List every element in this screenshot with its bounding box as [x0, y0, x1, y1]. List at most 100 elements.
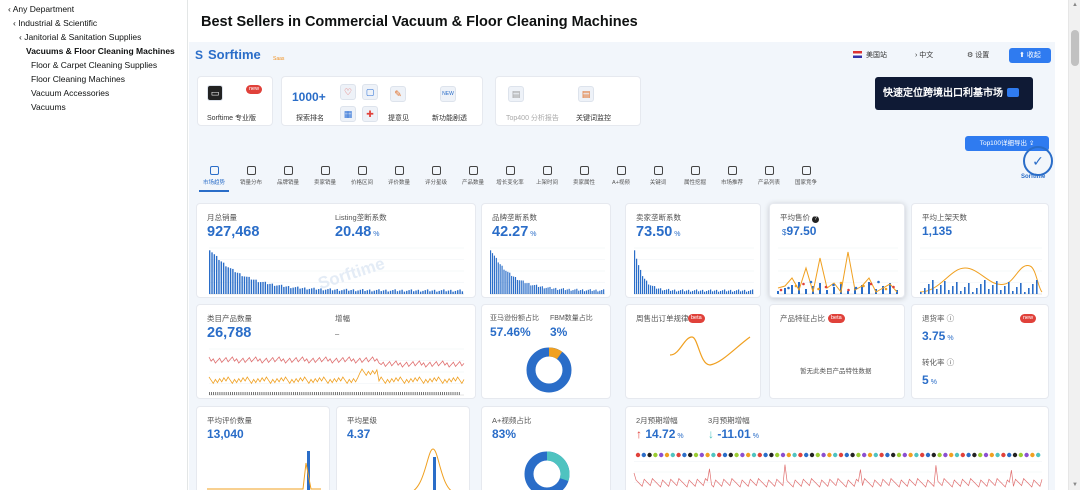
report-icon: ▤ — [508, 86, 524, 102]
bar — [429, 291, 431, 294]
mar-growth-value: ↓ -11.01% — [708, 427, 759, 441]
nav-vacuum-accessories[interactable]: Vacuum Accessories — [31, 88, 110, 98]
tab-8[interactable]: 增长变化率 — [493, 166, 527, 186]
bar — [549, 286, 551, 294]
dot — [862, 284, 865, 288]
kw-monitor-label[interactable]: 关键词监控 — [576, 115, 611, 122]
help-icon[interactable]: ? — [812, 216, 820, 223]
tick — [427, 392, 429, 395]
nav-floor-carpet[interactable]: Floor & Carpet Cleaning Supplies — [31, 60, 158, 70]
tab-15[interactable]: 产品列表 — [752, 166, 786, 186]
sorftime-logo: Sorftime — [208, 47, 261, 62]
info-icon[interactable]: ⓘ — [946, 314, 955, 323]
bar — [670, 290, 672, 294]
dot — [920, 452, 925, 458]
tab-16[interactable]: 国家竞争 — [789, 166, 823, 186]
bar — [499, 264, 501, 294]
nav-vacuums[interactable]: Vacuums — [31, 102, 66, 112]
export-button[interactable]: Top100详细导出 ⇪ — [965, 136, 1049, 151]
bar — [840, 284, 842, 294]
bar — [652, 285, 654, 294]
dot — [949, 452, 954, 458]
tick — [211, 392, 212, 395]
gift-icon[interactable]: ✚ — [362, 106, 378, 122]
settings-link[interactable]: ⚙ 设置 — [967, 50, 989, 60]
tab-14[interactable]: 市场推荐 — [715, 166, 749, 186]
bar — [213, 254, 216, 294]
bar — [266, 284, 269, 294]
bar — [636, 258, 638, 294]
bar — [980, 284, 982, 294]
info-icon[interactable]: ⓘ — [946, 358, 955, 367]
tab-3[interactable]: 卖家销量 — [308, 166, 342, 186]
tab-6[interactable]: 评分星级 — [419, 166, 453, 186]
tick — [410, 392, 412, 395]
dot — [682, 452, 687, 458]
bar — [394, 289, 396, 294]
dot — [914, 452, 919, 458]
monitor-icon: ▭ — [207, 85, 223, 101]
heart-icon[interactable]: ♡ — [340, 84, 356, 100]
bar — [576, 288, 578, 294]
tab-0[interactable]: 市场趋势 — [197, 166, 231, 186]
tab-5[interactable]: 评价数量 — [382, 166, 416, 186]
tab-13[interactable]: 属性挖掘 — [678, 166, 712, 186]
tick — [276, 392, 277, 395]
bar — [587, 289, 589, 294]
bar — [260, 282, 262, 294]
tick — [370, 392, 372, 395]
brand-distribution-chart — [490, 247, 605, 295]
bar — [299, 288, 301, 294]
nav-any-department[interactable]: ‹ Any Department — [8, 4, 75, 14]
tick — [379, 392, 380, 395]
tick — [389, 392, 391, 395]
scroll-down-icon[interactable]: ▼ — [1072, 482, 1078, 488]
avg-stars-label: 平均星级 — [347, 416, 377, 425]
keyword-rank-label[interactable]: 探索排名 — [296, 115, 324, 122]
tick — [398, 392, 399, 395]
dot — [966, 452, 971, 458]
bar — [271, 283, 273, 294]
scrollbar-thumb[interactable] — [1071, 30, 1079, 66]
tab-2[interactable]: 品牌销量 — [271, 166, 305, 186]
tick — [381, 392, 382, 395]
site-selector[interactable]: 美国站 — [866, 52, 887, 59]
tool-pro[interactable]: ▭ new Sorftime 专业版 — [197, 76, 273, 126]
tab-9[interactable]: 上架时间 — [530, 166, 564, 186]
nav-industrial-scientific[interactable]: ‹ Industrial & Scientific — [13, 18, 98, 28]
tab-4[interactable]: 价格区间 — [345, 166, 379, 186]
card-avg-price[interactable]: 平均售价 ? $97.50 — [769, 203, 905, 298]
card-avg-reviews: 平均评价数量 13,040 — [196, 406, 330, 490]
tick — [261, 392, 263, 395]
tab-label: 评分星级 — [424, 180, 447, 186]
bar — [218, 260, 220, 294]
tab-11[interactable]: A+视频 — [604, 166, 638, 186]
nav-floor-cleaning-machines[interactable]: Floor Cleaning Machines — [31, 74, 126, 84]
bar — [334, 289, 336, 294]
avg-price-currency: $ — [782, 228, 787, 237]
keyword-count: 1000+ — [292, 90, 326, 104]
feedback-label[interactable]: 提意见 — [388, 115, 409, 122]
top400-label[interactable]: Top400 分析报告 — [506, 115, 559, 122]
dot — [705, 452, 710, 458]
language-selector[interactable]: › 中文 — [915, 50, 933, 60]
bar — [505, 270, 507, 294]
nav-janitorial[interactable]: ‹ Janitorial & Sanitation Supplies — [19, 32, 142, 42]
tick — [395, 392, 397, 395]
tab-12[interactable]: 关键词 — [641, 166, 675, 186]
new-feature-label[interactable]: 新功能剧透 — [432, 115, 467, 122]
scroll-up-icon[interactable]: ▲ — [1072, 2, 1078, 8]
dot — [802, 282, 805, 286]
tab-1[interactable]: 销量分布 — [234, 166, 268, 186]
tab-10[interactable]: 卖家属性 — [567, 166, 601, 186]
collapse-button[interactable]: ⬆ 收起 — [1009, 48, 1051, 63]
banner-ad[interactable]: 快速定位跨境出口利基市场 — [875, 77, 1033, 110]
chat-icon[interactable]: ▢ — [362, 84, 378, 100]
tab-7[interactable]: 产品数量 — [456, 166, 490, 186]
avg-reviews-label: 平均评价数量 — [207, 416, 252, 425]
page-scrollbar[interactable]: ▲ ▼ — [1068, 0, 1080, 490]
tick — [223, 392, 225, 395]
bar — [364, 290, 366, 294]
grid-icon[interactable]: ▦ — [340, 106, 356, 122]
dot — [891, 452, 896, 458]
